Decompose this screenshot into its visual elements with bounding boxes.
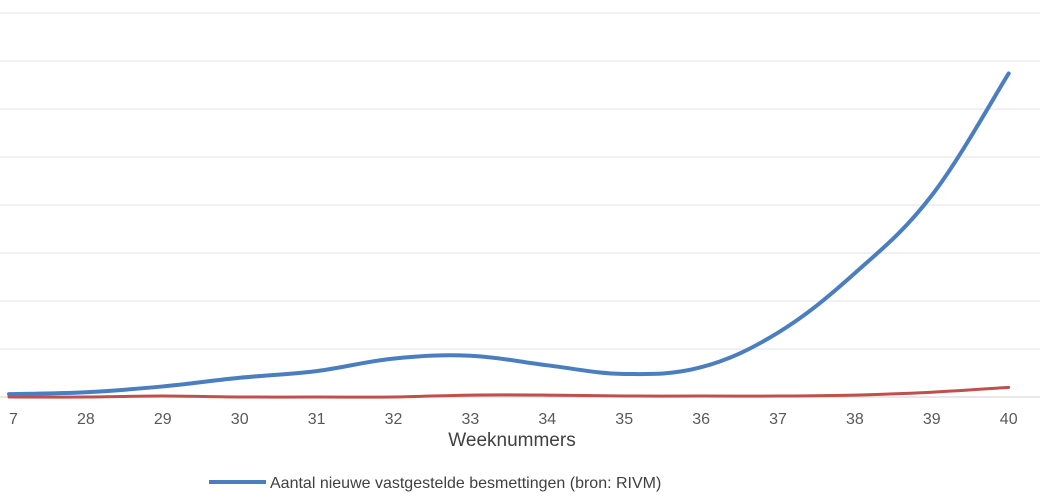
x-axis-ticks: 7 28 29 30 31 32 33 34 35 36 37 38 39 40 [9,411,1018,428]
x-tick-label: 7 [9,411,18,428]
x-tick-label: 35 [615,411,633,428]
gridlines [0,12,1040,398]
series-lines [7,71,1011,399]
x-tick-label: 36 [692,411,710,428]
x-tick-label: 33 [462,411,480,428]
series-line-besmettingen [7,71,1011,397]
x-tick-label: 31 [308,411,326,428]
x-tick-label: 29 [154,411,172,428]
legend-label: Aantal nieuwe vastgestelde besmettingen … [270,475,661,492]
series-line-secondary [7,385,1011,399]
x-tick-label: 34 [538,411,556,428]
x-tick-label: 32 [385,411,403,428]
x-tick-label: 30 [231,411,249,428]
x-tick-label: 38 [846,411,864,428]
x-tick-label: 39 [923,411,941,428]
x-tick-label: 28 [77,411,95,428]
x-axis-label: Weeknummers [448,430,575,451]
legend: Aantal nieuwe vastgestelde besmettingen … [209,475,661,492]
x-tick-label: 37 [769,411,787,428]
x-tick-label: 40 [1000,411,1018,428]
